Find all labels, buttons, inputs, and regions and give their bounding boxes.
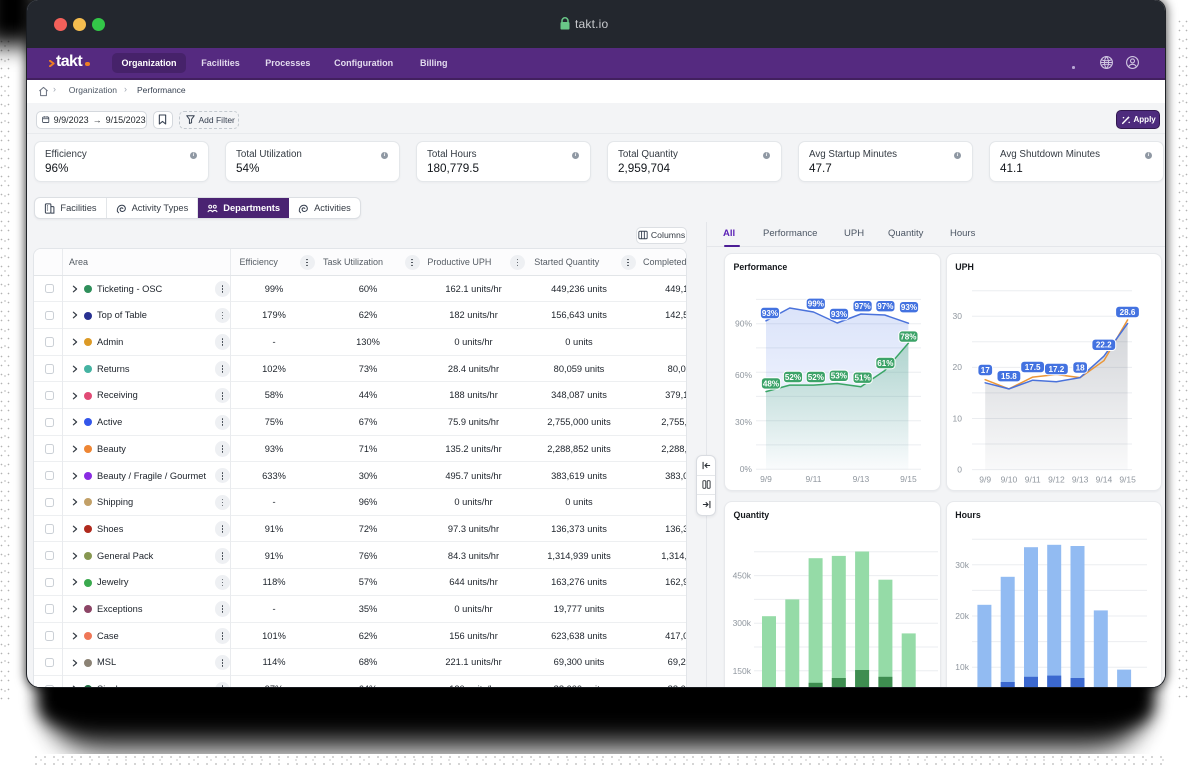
svg-text:9/15: 9/15: [900, 474, 917, 484]
svg-text:9/12: 9/12: [1048, 475, 1065, 485]
svg-text:9/11: 9/11: [1025, 475, 1041, 485]
svg-text:17.2: 17.2: [1048, 365, 1064, 374]
svg-text:52%: 52%: [808, 373, 824, 382]
svg-text:93%: 93%: [762, 309, 778, 318]
svg-text:450k: 450k: [733, 571, 752, 581]
svg-text:78%: 78%: [900, 333, 916, 342]
svg-text:18: 18: [1075, 363, 1085, 372]
svg-text:53%: 53%: [831, 372, 847, 381]
svg-text:9/13: 9/13: [1072, 475, 1089, 485]
svg-text:9/10: 9/10: [1000, 475, 1017, 485]
svg-text:93%: 93%: [831, 310, 847, 319]
svg-text:61%: 61%: [877, 359, 893, 368]
svg-text:0: 0: [957, 465, 962, 475]
svg-text:10: 10: [952, 413, 962, 423]
svg-text:48%: 48%: [763, 379, 779, 388]
svg-text:15.8: 15.8: [1001, 372, 1017, 381]
svg-text:93%: 93%: [901, 303, 917, 312]
svg-text:97%: 97%: [854, 302, 870, 311]
svg-text:9/14: 9/14: [1095, 475, 1112, 485]
svg-text:150k: 150k: [733, 666, 752, 676]
svg-text:9/9: 9/9: [760, 474, 772, 484]
svg-text:17.5: 17.5: [1025, 363, 1041, 372]
svg-text:9/9: 9/9: [979, 475, 991, 485]
svg-text:17: 17: [980, 366, 990, 375]
svg-text:28.6: 28.6: [1119, 308, 1135, 317]
svg-text:9/11: 9/11: [806, 474, 822, 484]
svg-text:20k: 20k: [955, 611, 969, 621]
svg-text:97%: 97%: [877, 302, 893, 311]
svg-text:0%: 0%: [740, 464, 753, 474]
svg-text:52%: 52%: [785, 373, 801, 382]
svg-text:99%: 99%: [808, 300, 824, 309]
svg-text:20: 20: [952, 362, 962, 372]
svg-text:51%: 51%: [854, 374, 870, 383]
svg-text:10k: 10k: [955, 662, 969, 672]
svg-text:90%: 90%: [735, 319, 752, 329]
svg-text:30: 30: [952, 311, 962, 321]
svg-text:30k: 30k: [955, 560, 969, 570]
svg-text:9/15: 9/15: [1119, 475, 1136, 485]
svg-text:300k: 300k: [733, 618, 752, 628]
svg-text:60%: 60%: [735, 370, 752, 380]
svg-text:30%: 30%: [735, 417, 752, 427]
svg-text:9/13: 9/13: [853, 474, 870, 484]
svg-text:22.2: 22.2: [1096, 341, 1112, 350]
